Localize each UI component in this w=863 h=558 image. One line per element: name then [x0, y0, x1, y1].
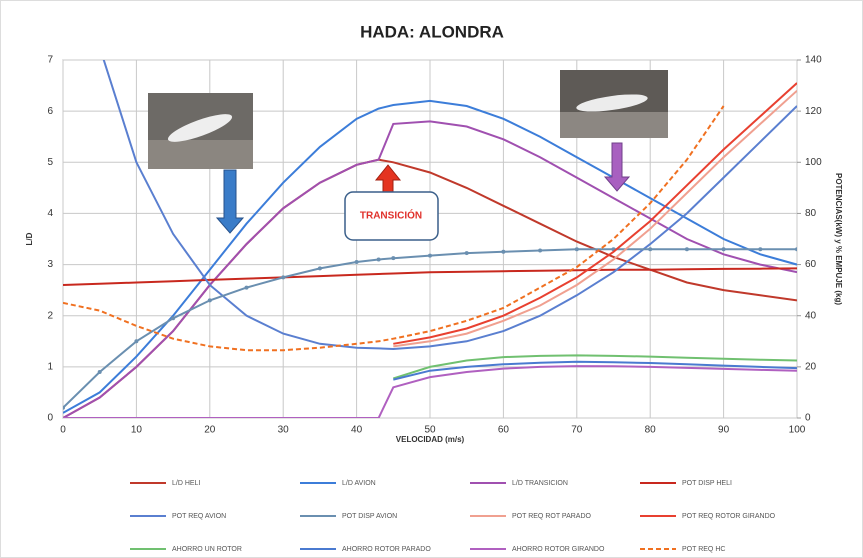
photo-aircraft	[167, 114, 233, 142]
y-tick-label: 2	[47, 310, 53, 321]
legend-label: POT DISP AVION	[342, 513, 397, 520]
series-marker	[501, 249, 506, 254]
series-marker	[354, 260, 359, 265]
y-tick-label: 5	[47, 157, 53, 168]
y-tick-label: 3	[47, 259, 53, 270]
series-marker	[684, 247, 689, 252]
legend-label: POT DISP HELI	[682, 480, 732, 487]
y2-tick-label: 40	[805, 310, 817, 321]
arrow	[215, 169, 245, 234]
y-tick-label: 1	[47, 361, 53, 372]
x-tick-label: 10	[131, 425, 143, 436]
series-marker	[391, 256, 396, 261]
legend-label: L/D HELI	[172, 480, 200, 487]
series-line	[63, 99, 797, 414]
arrow	[603, 142, 631, 192]
series-marker	[281, 275, 286, 280]
series-marker	[134, 339, 139, 344]
legend-label: L/D AVION	[342, 480, 376, 487]
series-line	[393, 82, 797, 345]
x-tick-label: 30	[278, 425, 290, 436]
y2-tick-label: 0	[805, 413, 811, 424]
series-line	[63, 365, 797, 418]
x-tick-label: 80	[645, 425, 657, 436]
x-tick-label: 70	[571, 425, 583, 436]
series-marker	[171, 316, 176, 321]
x-axis-label: VELOCIDAD (m/s)	[396, 435, 465, 444]
y2-axis-label: POTENCIAS(kW) y % EMPUJE (kg)	[834, 173, 843, 305]
legend-label: L/D TRANSICION	[512, 480, 568, 487]
photo-ground	[148, 140, 253, 169]
series-marker	[758, 247, 763, 252]
y-tick-label: 7	[47, 55, 53, 66]
x-tick-label: 40	[351, 425, 363, 436]
annotation: TRANSICIÓN	[360, 209, 422, 222]
series-line	[393, 360, 797, 381]
series-marker	[538, 248, 543, 253]
series-marker	[464, 251, 469, 256]
series-marker	[795, 247, 797, 252]
y2-tick-label: 100	[805, 157, 822, 168]
series-marker	[97, 369, 102, 374]
legend-label: POT REQ ROTOR GIRANDO	[682, 513, 776, 520]
series-marker	[428, 253, 432, 258]
x-tick-label: 60	[498, 425, 510, 436]
legend-label: AHORRO ROTOR GIRANDO	[512, 546, 605, 553]
y-tick-label: 4	[47, 208, 53, 219]
legend-label: POT REQ AVION	[172, 513, 226, 520]
legend-label: AHORRO UN ROTOR	[172, 546, 242, 553]
y2-tick-label: 60	[805, 259, 817, 270]
y-tick-label: 0	[47, 413, 53, 424]
series-line	[63, 105, 725, 352]
x-tick-label: 20	[204, 425, 216, 436]
y-axis-label: L/D	[25, 232, 34, 245]
series-marker	[648, 247, 653, 252]
x-tick-label: 100	[789, 425, 806, 436]
series-marker	[376, 257, 381, 262]
series-marker	[63, 405, 65, 410]
series-line	[393, 354, 797, 380]
legend-label: AHORRO ROTOR PARADO	[342, 546, 431, 553]
series-marker	[244, 285, 249, 290]
series-line	[63, 267, 797, 286]
series-marker	[317, 266, 322, 271]
photo-aircraft	[576, 94, 648, 112]
y-tick-label: 6	[47, 106, 53, 117]
series-marker	[574, 247, 579, 252]
decorations: TRANSICIÓN	[148, 70, 668, 241]
series-marker	[721, 247, 726, 252]
series-line	[393, 89, 797, 348]
y2-tick-label: 120	[805, 106, 822, 117]
photo-ground	[560, 112, 668, 138]
x-tick-label: 50	[424, 425, 436, 436]
legend-label: POT REQ ROT PARADO	[512, 513, 592, 520]
series-marker	[207, 298, 212, 303]
y2-tick-label: 140	[805, 55, 822, 66]
chart-title: HADA: ALONDRA	[360, 22, 504, 41]
series-line	[63, 248, 797, 409]
x-tick-label: 90	[718, 425, 730, 436]
annotation-box	[344, 191, 439, 241]
y2-tick-label: 80	[805, 208, 817, 219]
x-tick-label: 0	[60, 425, 66, 436]
legend-label: POT REQ HC	[682, 546, 725, 553]
y2-tick-label: 20	[805, 361, 817, 372]
